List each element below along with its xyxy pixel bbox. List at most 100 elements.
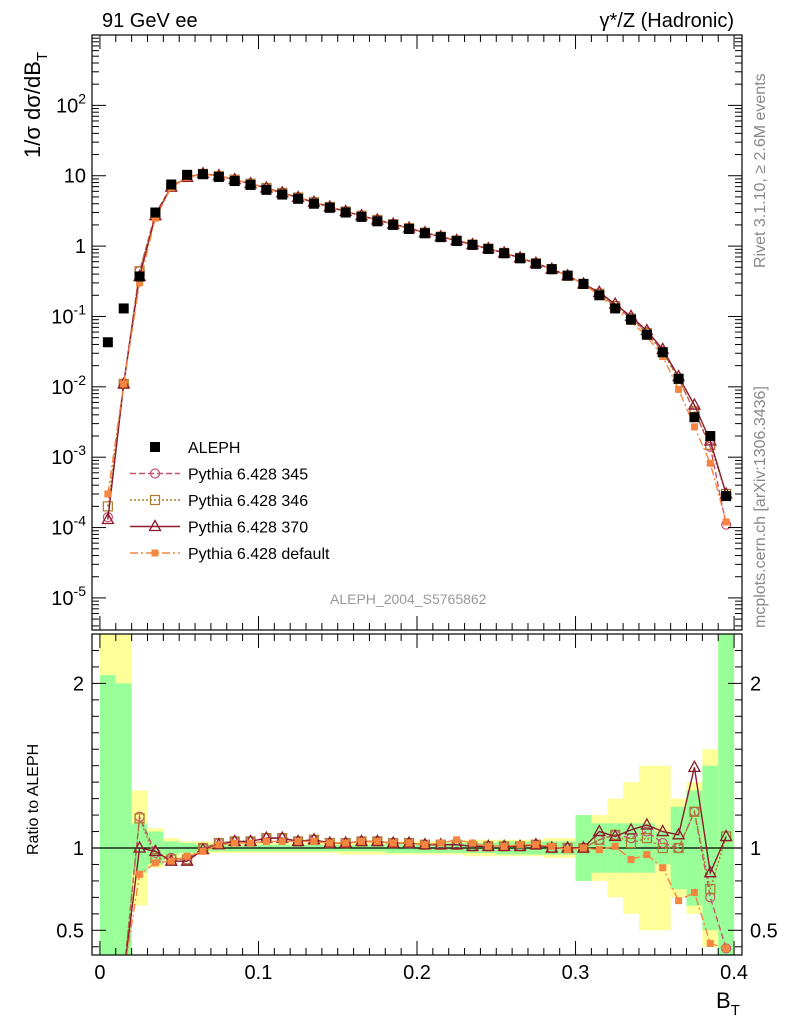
main-point-aleph: [721, 491, 732, 502]
x-axis-title: BT: [716, 988, 740, 1019]
ratio-point-pdefault: [405, 839, 413, 847]
ratio-point-pdefault: [151, 859, 159, 867]
ratio-point-pdefault: [136, 870, 144, 878]
energy-label: 91 GeV ee: [102, 10, 198, 32]
main-point-aleph: [562, 270, 573, 281]
ratio-point-pdefault: [564, 846, 572, 854]
ratio-point-pdefault: [342, 839, 350, 847]
ratio-point-pdefault: [468, 839, 476, 847]
main-point-p370: [687, 397, 702, 410]
main-point-aleph: [610, 303, 621, 314]
main-point-aleph: [689, 412, 700, 423]
ratio-point-p370: [671, 827, 686, 840]
ratio-point-p370: [687, 759, 702, 772]
ratio-point-pdefault: [516, 841, 524, 849]
main-y-tick-label: 10-4: [51, 513, 86, 540]
ratio-point-p345: [705, 892, 716, 903]
ratio-point-p370: [148, 843, 163, 856]
ratio-y-tick-label-left: 2: [73, 673, 84, 695]
ratio-point-pdefault: [389, 839, 397, 847]
legend: ALEPH Pythia 6.428 345 Pythia 6.428 346 Pyt…: [130, 440, 330, 563]
ratio-point-p346: [134, 813, 145, 824]
main-point-aleph: [261, 184, 272, 195]
ratio-point-p346: [657, 842, 668, 854]
ratio-point-pdefault: [373, 837, 381, 845]
main-point-aleph: [483, 243, 494, 254]
ratio-point-p370: [592, 824, 606, 837]
main-point-aleph: [293, 193, 304, 204]
ratio-point-pdefault: [611, 842, 619, 850]
ratio-point-pdefault: [247, 839, 255, 847]
x-tick-label: 0.1: [245, 962, 273, 984]
ratio-point-pdefault: [326, 839, 334, 847]
main-point-aleph: [340, 207, 351, 218]
ratio-point-p346: [705, 884, 716, 895]
main-point-aleph: [451, 236, 462, 247]
band-green: [718, 634, 735, 955]
main-point-aleph: [388, 219, 399, 230]
main-point-aleph: [467, 239, 478, 250]
ratio-point-p370: [703, 865, 717, 878]
rivet-version-label: Rivet 3.1.10, ≥ 2.6M events: [752, 73, 769, 268]
main-line-pdefault: [107, 173, 727, 523]
ratio-line-pdefault: [126, 839, 727, 955]
ratio-point-pdefault: [532, 841, 540, 849]
legend-label: Pythia 6.428 346: [188, 493, 308, 510]
main-point-aleph: [435, 232, 446, 243]
main-point-aleph: [197, 169, 208, 180]
ratio-y-tick-label-right: 1: [750, 838, 761, 860]
ratio-point-pdefault: [231, 839, 239, 847]
ratio-point-pdefault: [183, 852, 191, 860]
main-point-pdefault: [120, 380, 128, 388]
ratio-point-pdefault: [675, 897, 683, 905]
ratio-point-p370: [640, 817, 654, 830]
ratio-y-tick-label-left: 0.5: [56, 920, 84, 942]
ratio-point-pdefault: [310, 837, 318, 845]
mcplots-label: mcplots.cern.ch [arXiv:1306.3436]: [752, 386, 769, 628]
ratio-y-tick-label-right: 0.5: [750, 920, 778, 942]
band-green: [115, 683, 132, 955]
main-y-tick-label: 10: [64, 166, 86, 188]
ratio-point-p370: [656, 824, 670, 837]
ratio-point-p346: [641, 833, 652, 844]
x-tick-label: 0: [94, 962, 105, 984]
main-point-pdefault: [690, 423, 698, 431]
main-point-aleph: [308, 198, 319, 209]
main-point-aleph: [419, 228, 430, 239]
main-point-aleph: [404, 223, 415, 234]
main-point-pdefault: [722, 518, 730, 526]
ratio-data-layer: [92, 759, 742, 955]
ratio-error-bands: [99, 634, 735, 955]
main-point-aleph: [594, 290, 605, 301]
main-point-aleph: [277, 189, 288, 200]
main-point-aleph: [705, 431, 716, 442]
ratio-point-p346: [673, 842, 684, 854]
ratio-point-pdefault: [199, 847, 207, 855]
ratio-y-tick-label-left: 1: [73, 838, 84, 860]
main-point-pdefault: [706, 459, 714, 467]
main-point-p370: [101, 512, 115, 525]
legend-label: Pythia 6.428 default: [188, 546, 330, 563]
main-point-aleph: [641, 329, 652, 340]
ratio-point-pdefault: [548, 842, 556, 850]
ratio-point-p370: [608, 829, 622, 842]
ratio-point-pdefault: [167, 857, 175, 865]
ratio-line-p346: [125, 809, 727, 955]
main-point-p346: [102, 501, 113, 512]
main-point-pdefault: [675, 385, 683, 393]
ratio-y-tick-label-right: 2: [750, 673, 761, 695]
main-point-pdefault: [151, 214, 159, 222]
legend-label: Pythia 6.428 345: [188, 467, 308, 484]
legend-marker-aleph: [150, 442, 160, 452]
band-green: [99, 675, 116, 955]
ratio-point-pdefault: [453, 836, 461, 844]
ratio-point-pdefault: [278, 837, 286, 845]
ratio-point-p370: [180, 853, 194, 866]
x-tick-label: 0.4: [720, 962, 748, 984]
x-tick-label: 0.3: [562, 962, 590, 984]
legend-marker-p346: [149, 494, 161, 506]
main-y-tick-label: 10-2: [51, 372, 86, 399]
legend-label: ALEPH: [188, 440, 240, 457]
